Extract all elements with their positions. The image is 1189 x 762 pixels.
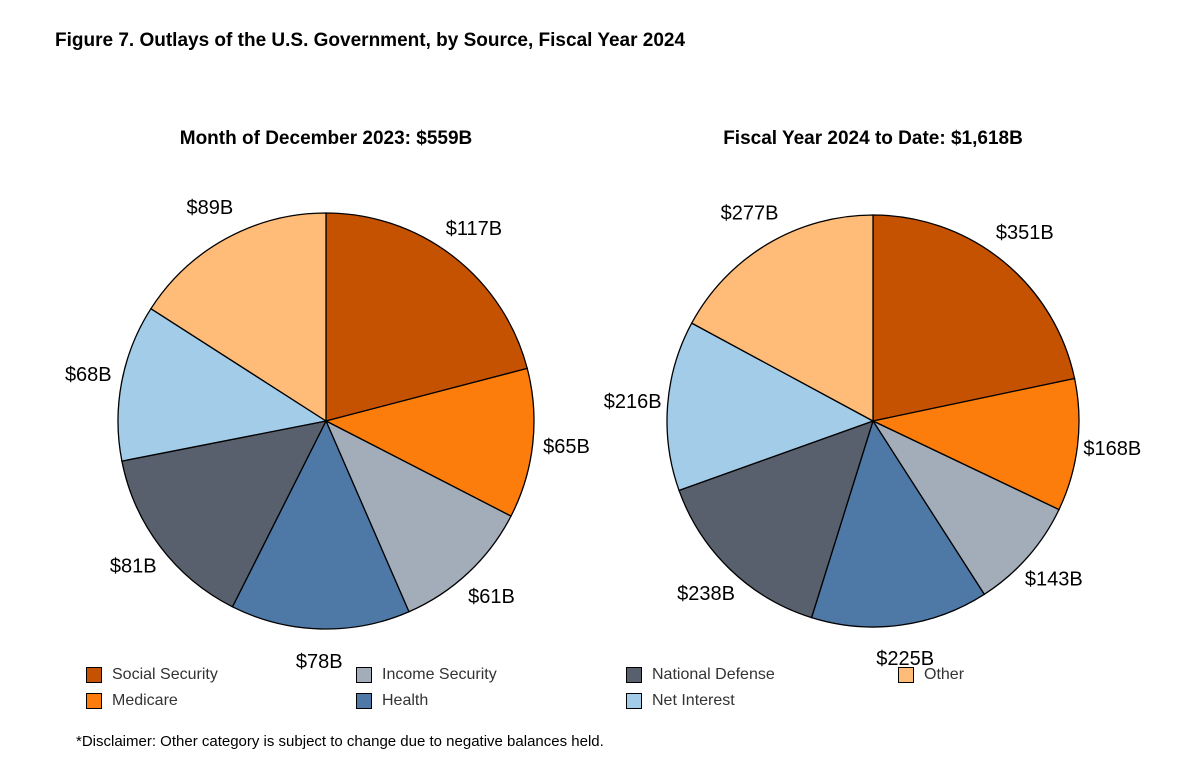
pie-slice-health (231, 419, 410, 630)
legend-label: Other (924, 666, 965, 683)
pie-label-national-defense: $238B (677, 583, 735, 605)
pie-label-social-security: $351B (996, 222, 1054, 244)
legend-swatch (86, 667, 102, 683)
pie-label-social-security: $117B (446, 218, 502, 240)
pie-label-health: $225B (876, 648, 934, 670)
legend-item-net-interest: Net Interest (626, 691, 735, 711)
legend-swatch (86, 693, 102, 709)
pie-label-other: $89B (187, 197, 234, 219)
pie-slice-income-security (871, 419, 1060, 596)
pie-label-other: $277B (721, 202, 779, 224)
legend-label: National Defense (652, 666, 775, 683)
pie-slice-other (690, 214, 874, 423)
pie-slice-national-defense (121, 420, 328, 608)
pie-label-health: $78B (296, 651, 343, 673)
pie-slice-social-security (325, 212, 529, 422)
legend-label: Medicare (112, 692, 178, 709)
legend-swatch (626, 693, 642, 709)
pie-label-net-interest: $68B (65, 364, 112, 386)
legend-label: Net Interest (652, 692, 735, 709)
pie-slice-health (810, 419, 986, 628)
legend-swatch (898, 667, 914, 683)
figure-title: Figure 7. Outlays of the U.S. Government… (55, 30, 686, 51)
legend-item-social-security: Social Security (86, 665, 218, 685)
pie-slice-medicare (870, 377, 1080, 511)
disclaimer-note: *Disclaimer: Other category is subject t… (76, 733, 604, 750)
legend-swatch (356, 693, 372, 709)
chart-title-fiscal-year: Fiscal Year 2024 to Date: $1,618B (723, 128, 1023, 149)
legend-item-other: Other (898, 665, 964, 685)
legend-label: Social Security (112, 666, 218, 683)
pie-slice-medicare (324, 367, 535, 517)
pie-label-medicare: $65B (543, 436, 590, 458)
pie-label-national-defense: $81B (110, 556, 157, 578)
legend-item-medicare: Medicare (86, 691, 178, 711)
legend-item-income-security: Income Security (356, 665, 497, 685)
legend-item-national-defense: National Defense (626, 665, 775, 685)
pie-slice-net-interest (117, 307, 328, 462)
pie-label-net-interest: $216B (604, 391, 662, 413)
legend-item-health: Health (356, 691, 428, 711)
pie-slice-income-security (324, 419, 512, 613)
legend-swatch (626, 667, 642, 683)
pie-label-income-security: $143B (1025, 569, 1083, 591)
pie-slice-other (150, 212, 327, 423)
pie-label-medicare: $168B (1083, 438, 1141, 460)
pie-label-income-security: $61B (468, 586, 515, 608)
legend-label: Income Security (382, 666, 497, 683)
pie-slice-social-security (872, 214, 1076, 422)
chart-title-december: Month of December 2023: $559B (179, 128, 473, 149)
legend-swatch (356, 667, 372, 683)
legend-label: Health (382, 692, 429, 709)
pie-slice-national-defense (678, 419, 875, 619)
pie-slice-net-interest (666, 322, 875, 492)
